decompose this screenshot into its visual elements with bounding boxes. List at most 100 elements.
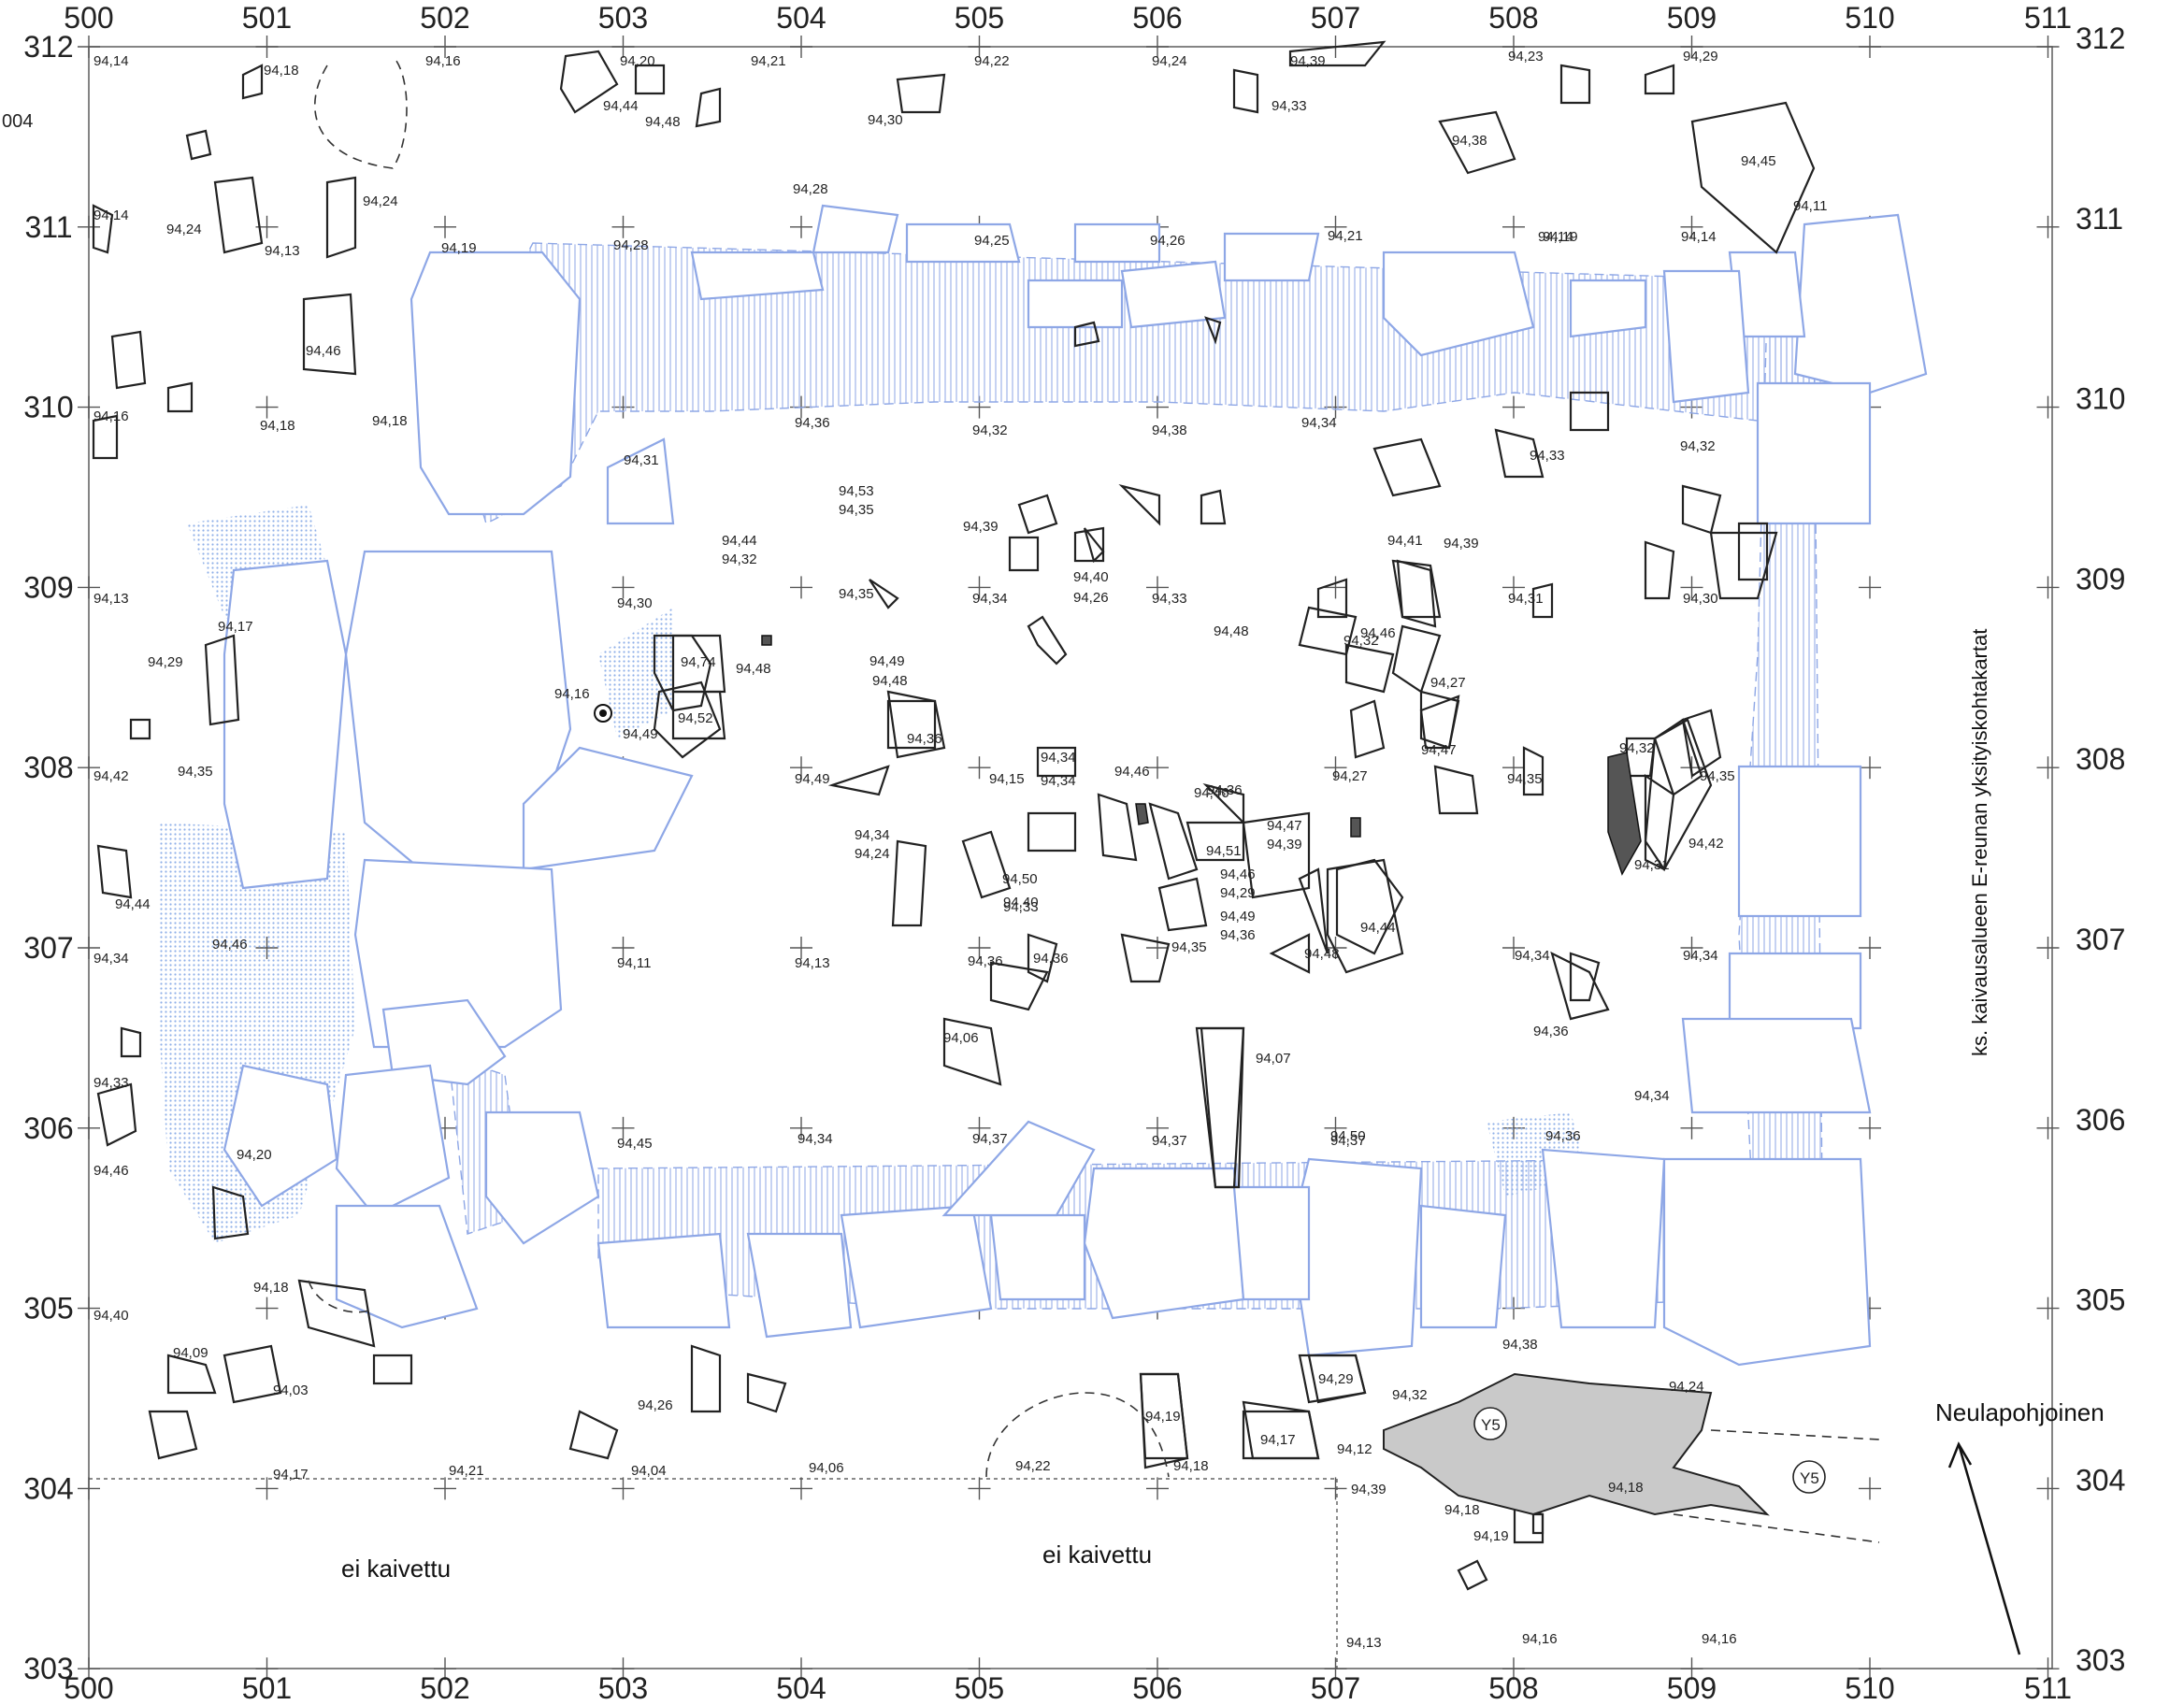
elevation-label: 94,36 [1220, 927, 1256, 943]
grid-cross [1859, 1477, 1881, 1500]
elevation-label: 94,37 [972, 1131, 1008, 1147]
x-axis-bottom-label: 502 [420, 1671, 469, 1705]
x-axis-top-label: 509 [1667, 1, 1717, 35]
elevation-label: 94,18 [1608, 1480, 1644, 1496]
grid-cross [1859, 756, 1881, 780]
elevation-label: 94,48 [1304, 946, 1340, 962]
grid-cross [255, 1657, 279, 1681]
elevation-labels: 94,14 94,18 94,16 94,20 94,21 94,22 94,24 94,39… [93, 49, 1827, 1651]
grid-cross [78, 1116, 100, 1139]
grid-cross [1324, 215, 1347, 238]
elevation-label: 94,42 [93, 768, 129, 784]
elevation-label: 94,21 [1328, 228, 1363, 244]
grid-cross [255, 395, 279, 419]
elevation-label: 94,45 [617, 1136, 653, 1152]
grid-cross [1680, 576, 1703, 599]
grid-cross [1680, 36, 1703, 58]
elevation-label: 94,31 [1634, 857, 1670, 873]
elevation-label: 94,13 [795, 955, 830, 971]
elevation-label: 94,46 [1194, 785, 1229, 801]
x-axis-top-label: 511 [2024, 1, 2072, 35]
grid-cross [2036, 576, 2060, 599]
elevation-label: 94,32 [1343, 633, 1379, 649]
grid-cross [1146, 756, 1169, 780]
grid-cross [78, 395, 100, 419]
grid-cross [611, 576, 635, 599]
elevation-label: 94,32 [722, 552, 757, 567]
grid-cross [968, 576, 991, 599]
y-axis-right-label: 308 [2076, 742, 2125, 776]
elevation-label: 94,24 [855, 846, 890, 862]
grid-cross [1324, 1116, 1347, 1139]
grid-cross [968, 36, 991, 58]
y-axis-left-label: 308 [23, 751, 73, 784]
y-axis-right-label: 307 [2076, 923, 2125, 956]
x-axis-bottom: 500 501 502 503 504 505 506 507 508 509 510 511 [64, 1671, 2072, 1705]
grid-cross [1324, 1477, 1347, 1500]
elevation-label: 94,04 [631, 1463, 667, 1479]
grid-cross [1324, 756, 1347, 780]
elevation-label: 94,30 [868, 112, 903, 128]
y-axis-left-label: 309 [23, 570, 73, 604]
elevation-label: 94,36 [1533, 1024, 1569, 1039]
elevation-label: 94,49 [1220, 909, 1256, 924]
y-axis-right-label: 305 [2076, 1283, 2125, 1317]
grid-cross [1859, 937, 1881, 959]
elevation-label: 94,18 [260, 418, 295, 434]
elevation-label: 94,18 [264, 63, 299, 79]
grid-cross [790, 1477, 812, 1500]
elevation-label: 94,35 [839, 502, 874, 518]
elevation-label: 94,39 [963, 519, 999, 535]
elevation-label: 94,34 [1634, 1088, 1670, 1104]
elevation-label: 94,16 [1702, 1631, 1737, 1647]
elevation-label: 94,46 [212, 937, 248, 953]
elevation-label: 94,31 [1508, 591, 1544, 607]
elevation-label: 94,26 [638, 1397, 673, 1413]
dashed-arcs [308, 55, 1170, 1478]
elevation-label: 94,37 [1152, 1133, 1187, 1149]
elevation-label: 94,33 [1272, 98, 1307, 114]
y-axis-right-label: 311 [2076, 202, 2123, 236]
grid-cross [78, 36, 100, 58]
elevation-label: 94,15 [989, 771, 1025, 787]
elevation-label: 94,47 [1267, 818, 1302, 834]
elevation-label: 94,24 [1669, 1379, 1704, 1395]
elevation-label: 94,42 [1688, 836, 1724, 852]
elevation-label: 94,46 [1114, 764, 1150, 780]
grid-cross [2036, 1116, 2060, 1139]
elevation-label: 94,36 [795, 415, 830, 431]
grid-cross [1502, 1657, 1525, 1681]
grid-cross [968, 937, 991, 959]
elevation-label: 94,40 [1003, 895, 1039, 910]
elevation-label: 94,06 [809, 1460, 844, 1476]
elevation-label: 94,34 [855, 827, 890, 843]
grid-cross [434, 36, 456, 58]
elevation-label: 94,35 [1507, 771, 1543, 787]
x-axis-top-label: 505 [955, 1, 1004, 35]
elevation-label: 94,21 [751, 53, 786, 69]
grid-cross [1146, 576, 1169, 599]
grid-cross [790, 756, 812, 780]
find-marker-ring [1792, 1460, 1826, 1494]
elevation-label: 94,19 [1145, 1409, 1181, 1425]
elevation-label: 94,44 [115, 896, 151, 912]
grid-cross [1680, 1116, 1703, 1139]
grid-cross [2036, 937, 2060, 959]
elevation-label: 94,31 [624, 452, 659, 468]
elevation-label: 94,09 [173, 1345, 208, 1361]
elevation-label: 94,45 [1741, 153, 1776, 169]
elevation-label: 94,19 [441, 240, 477, 256]
elevation-label: 94,24 [363, 193, 398, 209]
grid-cross [1859, 576, 1881, 599]
unexcavated-label-mid: ei kaivettu [1042, 1540, 1152, 1569]
x-axis-bottom-label: 506 [1132, 1671, 1182, 1705]
x-axis-top: 500 501 502 503 504 505 506 507 508 509 510 511 [64, 1, 2072, 35]
elevation-label: 94,34 [1041, 773, 1076, 789]
grid-cross [1502, 215, 1525, 238]
elevation-label: 94,20 [237, 1147, 272, 1163]
y-axis-right: 312 311 310 309 308 307 306 305 304 303 [2076, 21, 2125, 1677]
x-axis-top-label: 507 [1311, 1, 1360, 35]
elevation-label: 94,11 [617, 955, 651, 971]
grid-cross [78, 1297, 100, 1320]
grid-cross [611, 1477, 635, 1500]
